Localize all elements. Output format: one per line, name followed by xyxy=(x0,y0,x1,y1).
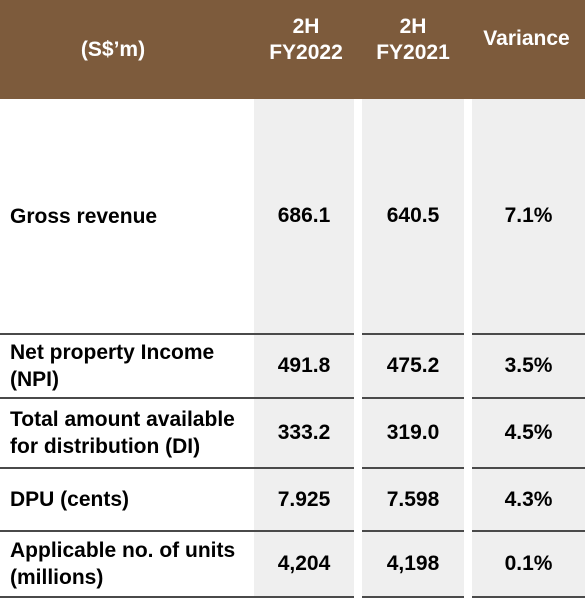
row-label: Applicable no. of units (millions) xyxy=(0,530,254,598)
table-row-distribution: Total amount available for distribution … xyxy=(0,397,585,468)
cell-fy2022: 7.925 xyxy=(254,467,362,531)
header-2h-fy2022-line2: FY2022 xyxy=(269,41,343,64)
cell-fy2022: 686.1 xyxy=(254,99,362,334)
cell-fy2022: 491.8 xyxy=(254,333,362,398)
cell-variance: 4.3% xyxy=(468,467,585,531)
row-label-line1: Applicable no. of units xyxy=(10,539,236,562)
cell-variance: 4.5% xyxy=(468,397,585,468)
row-label: DPU (cents) xyxy=(0,467,254,531)
cell-fy2021: 7.598 xyxy=(358,467,472,531)
header-2h-fy2022: 2H FY2022 xyxy=(254,0,358,99)
row-label-line1: Net property Income xyxy=(10,341,215,364)
row-label-line1: DPU (cents) xyxy=(10,488,130,511)
table-row-dpu: DPU (cents) 7.925 7.598 4.3% xyxy=(0,467,585,531)
row-label: Total amount available for distribution … xyxy=(0,397,254,468)
cell-fy2021: 475.2 xyxy=(358,333,472,398)
cell-fy2022: 333.2 xyxy=(254,397,362,468)
cell-fy2021: 640.5 xyxy=(358,99,472,334)
header-variance: Variance xyxy=(468,0,585,99)
header-2h-fy2022-line1: 2H xyxy=(292,15,320,38)
row-label-line2: (NPI) xyxy=(10,368,59,391)
cell-variance: 3.5% xyxy=(468,333,585,398)
table-header-row: (S$’m) 2H FY2022 2H FY2021 Variance xyxy=(0,0,585,99)
row-label-line1: Gross revenue xyxy=(10,204,158,228)
cell-fy2021: 319.0 xyxy=(358,397,472,468)
row-label: Net property Income (NPI) xyxy=(0,333,254,398)
header-2h-fy2021: 2H FY2021 xyxy=(358,0,468,99)
row-label-line2: (millions) xyxy=(10,566,104,589)
table-row-units: Applicable no. of units (millions) 4,204… xyxy=(0,530,585,598)
table-row-npi: Net property Income (NPI) 491.8 475.2 3.… xyxy=(0,333,585,398)
row-label-line2: for distribution (DI) xyxy=(10,435,201,458)
cell-fy2022: 4,204 xyxy=(254,530,362,598)
table-row-gross-revenue: Gross revenue 686.1 640.5 7.1% xyxy=(0,99,585,334)
header-2h-fy2021-line2: FY2021 xyxy=(376,41,450,64)
header-unit-label: (S$’m) xyxy=(0,0,254,99)
cell-variance: 0.1% xyxy=(468,530,585,598)
row-label: Gross revenue xyxy=(0,99,254,334)
cell-fy2021: 4,198 xyxy=(358,530,472,598)
row-label-line1: Total amount available xyxy=(10,408,235,431)
cell-variance: 7.1% xyxy=(468,99,585,334)
header-2h-fy2021-line1: 2H xyxy=(399,15,427,38)
